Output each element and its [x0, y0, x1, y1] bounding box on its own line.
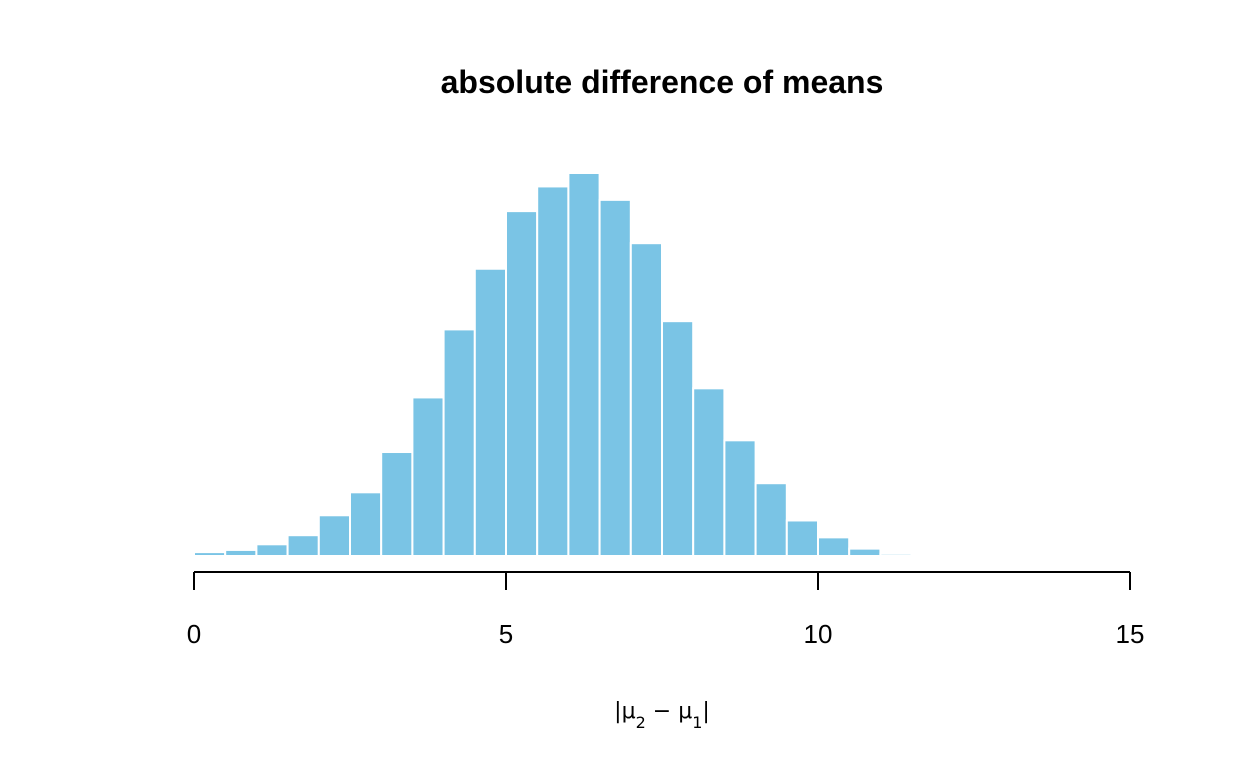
histogram-bar — [193, 551, 227, 558]
histogram-bar — [692, 387, 726, 557]
x-tick-label: 0 — [187, 619, 201, 649]
histogram-bar — [785, 519, 819, 557]
histogram-bar — [567, 172, 601, 557]
histogram-bar — [411, 396, 445, 558]
histogram-bar — [723, 439, 757, 557]
histogram-bar — [255, 543, 289, 558]
histogram-bar — [661, 320, 695, 557]
histogram-bar — [349, 491, 383, 558]
histogram-bar — [505, 210, 539, 557]
histogram-bar — [848, 547, 882, 558]
histogram-bar — [224, 548, 258, 557]
histogram-bar — [536, 185, 570, 557]
histogram-bar — [879, 552, 913, 558]
chart-title: absolute difference of means — [441, 64, 884, 100]
histogram-bar — [473, 267, 507, 557]
x-tick-label: 15 — [1116, 619, 1145, 649]
x-tick-label: 5 — [499, 619, 513, 649]
histogram-bar — [817, 536, 851, 558]
x-axis-label: |μ2 − μ1| — [614, 699, 710, 732]
histogram-bar — [629, 242, 663, 558]
histogram-bar — [317, 514, 351, 557]
x-tick-label: 10 — [804, 619, 833, 649]
histogram-bar — [442, 328, 476, 557]
histogram-bar — [598, 198, 632, 557]
histogram-bar — [286, 534, 320, 557]
bars-group — [193, 172, 944, 558]
histogram-bar — [380, 451, 414, 557]
histogram-bar — [754, 482, 788, 558]
x-axis: 0 5 10 15 — [187, 571, 1145, 649]
